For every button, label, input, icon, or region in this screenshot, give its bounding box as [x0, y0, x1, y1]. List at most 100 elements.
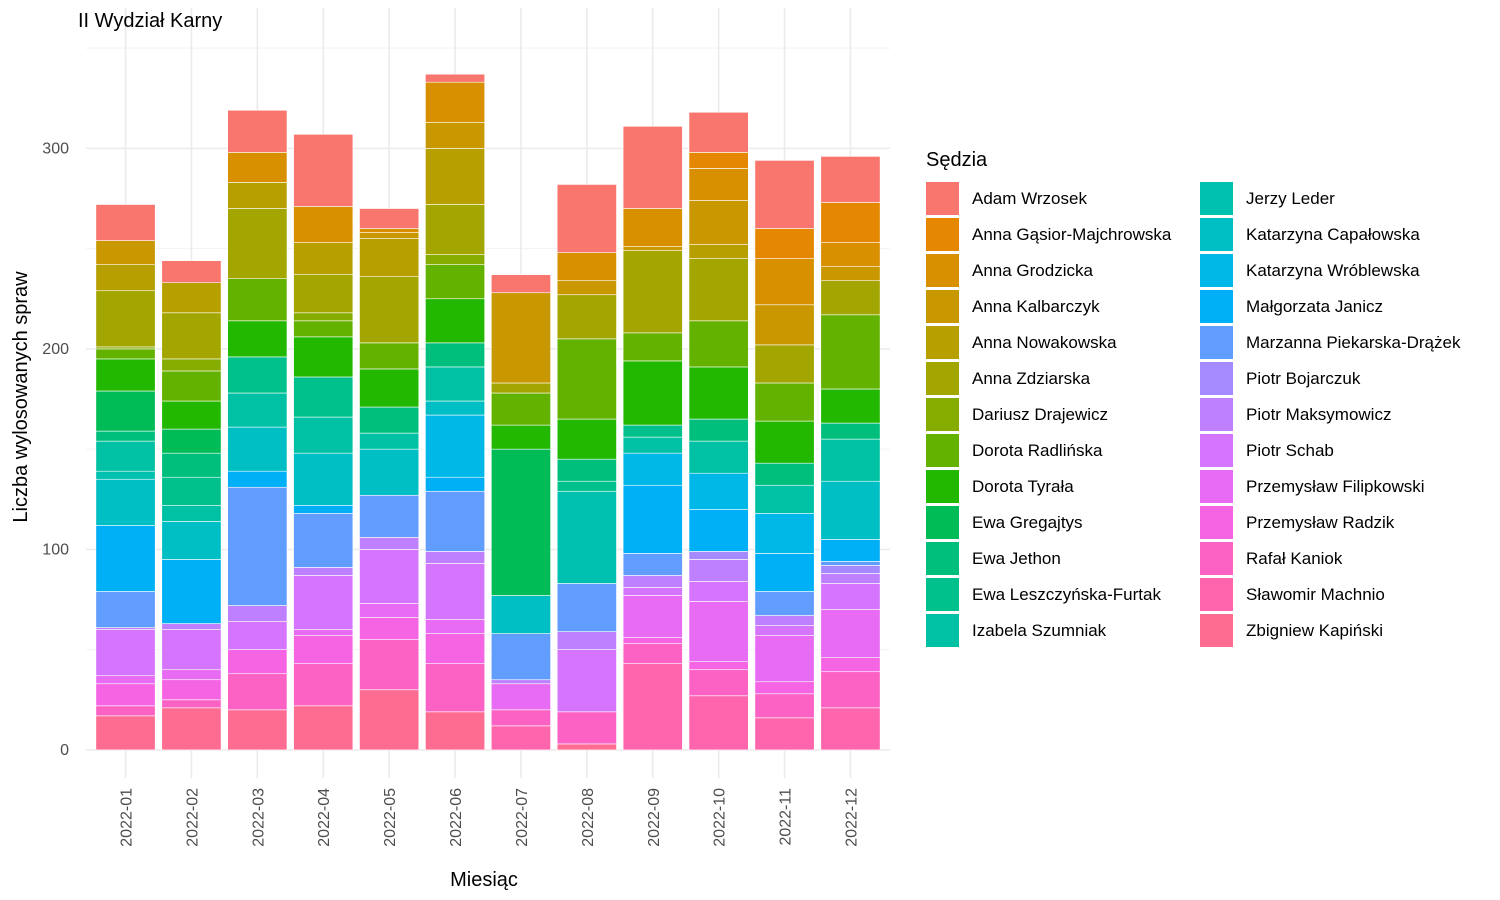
legend-label: Anna Kalbarczyk	[972, 297, 1100, 316]
bar-segment	[622, 637, 683, 644]
bar-segment	[556, 711, 617, 745]
bar-segment	[490, 448, 551, 596]
bar-segment	[425, 264, 486, 300]
x-tick-label: 2022-08	[580, 788, 597, 847]
bar-segment	[754, 344, 815, 384]
bar-segment	[754, 615, 815, 626]
legend-key	[926, 614, 959, 647]
legend-key	[1200, 578, 1233, 611]
bar-segment	[556, 631, 617, 650]
x-tick-label: 2022-01	[119, 788, 136, 847]
legend-label: Ewa Gregajtys	[972, 513, 1083, 532]
legend-key	[926, 398, 959, 431]
bar-segment	[622, 553, 683, 576]
legend-key	[926, 326, 959, 359]
bar-segment	[754, 462, 815, 486]
bar-segment	[425, 414, 486, 478]
bar-segment	[754, 420, 815, 464]
bar-segment	[359, 432, 420, 450]
bar-segment	[688, 418, 749, 442]
bar-segment	[359, 617, 420, 640]
bar-segment	[359, 639, 420, 691]
legend-label: Katarzyna Wróblewska	[1246, 261, 1420, 280]
bar-segment	[490, 683, 551, 711]
x-tick-label: 2022-11	[778, 788, 795, 846]
bar-segment	[688, 366, 749, 420]
bar-segment	[688, 152, 749, 169]
bar-segment	[161, 521, 222, 560]
bar-segment	[425, 366, 486, 402]
bar-segment	[161, 312, 222, 360]
bar-segment	[425, 73, 486, 83]
legend-label: Dariusz Drajewicz	[972, 405, 1108, 424]
bar-segment	[95, 346, 156, 350]
legend-key	[926, 290, 959, 323]
bar-segment	[425, 476, 486, 492]
bar-segment	[820, 539, 881, 562]
legend-key	[926, 218, 959, 251]
x-tick-label: 2022-06	[448, 788, 465, 847]
bar-segment	[293, 336, 354, 378]
bar-segment	[359, 232, 420, 239]
bar-segment	[359, 537, 420, 550]
bar-segment	[359, 406, 420, 434]
legend-label: Przemysław Filipkowski	[1246, 477, 1425, 496]
bar-segment	[425, 619, 486, 634]
bar-segment	[293, 663, 354, 707]
bar-segment	[227, 605, 288, 622]
bar-segment	[293, 635, 354, 665]
bar-segment	[556, 583, 617, 632]
legend-key	[926, 434, 959, 467]
x-tick-labels: 2022-01 2022-02 2022-03 2022-04 2022-05 2022-…	[119, 788, 861, 847]
bar-segment	[688, 440, 749, 474]
bar-segment	[490, 392, 551, 426]
bar-segment	[622, 250, 683, 334]
bar-segment	[95, 478, 156, 526]
x-tick-label: 2022-10	[712, 788, 729, 847]
bar-segment	[490, 274, 551, 294]
legend-key	[926, 362, 959, 395]
bar-segment	[359, 228, 420, 233]
bar-segment	[622, 587, 683, 596]
bar-segment	[820, 609, 881, 658]
bar-segment	[359, 603, 420, 618]
bar-segment	[556, 184, 617, 253]
bar-segment	[688, 509, 749, 552]
bar-segment	[425, 254, 486, 265]
bar-segment	[556, 743, 617, 751]
x-tick-label: 2022-03	[250, 788, 267, 847]
bar-segment	[622, 663, 683, 751]
bar-segment	[688, 244, 749, 259]
y-axis-title: Liczba wylosowanych spraw	[10, 271, 32, 523]
bar-segment	[161, 260, 222, 284]
y-tick-label: 0	[60, 742, 69, 759]
bar-segment	[820, 280, 881, 316]
bar-segment	[556, 338, 617, 420]
bar-segment	[293, 134, 354, 207]
bar-segment	[293, 629, 354, 636]
bar-segment	[425, 81, 486, 123]
bar-segment	[293, 452, 354, 506]
bar-segment	[425, 148, 486, 205]
bar-segment	[754, 681, 815, 695]
bar-segment	[293, 312, 354, 322]
bar-segment	[425, 121, 486, 149]
bar-segment	[293, 575, 354, 630]
bar-segment	[95, 440, 156, 472]
bar-segment	[227, 709, 288, 751]
bar-segment	[425, 204, 486, 255]
bar-segment	[293, 376, 354, 418]
bar-segment	[95, 715, 156, 751]
legend-key	[1200, 470, 1233, 503]
bar-segment	[688, 559, 749, 582]
legend-label: Ewa Leszczyńska-Furtak	[972, 585, 1161, 604]
bar-segment	[688, 472, 749, 510]
bar-segment	[161, 699, 222, 709]
bar-segment	[622, 360, 683, 426]
bar-segment	[161, 358, 222, 372]
bar-segment	[556, 418, 617, 460]
bar-segment	[688, 601, 749, 662]
legend-label: Piotr Bojarczuk	[1246, 369, 1361, 388]
bar-segment	[161, 504, 222, 522]
bar-segment	[490, 633, 551, 681]
